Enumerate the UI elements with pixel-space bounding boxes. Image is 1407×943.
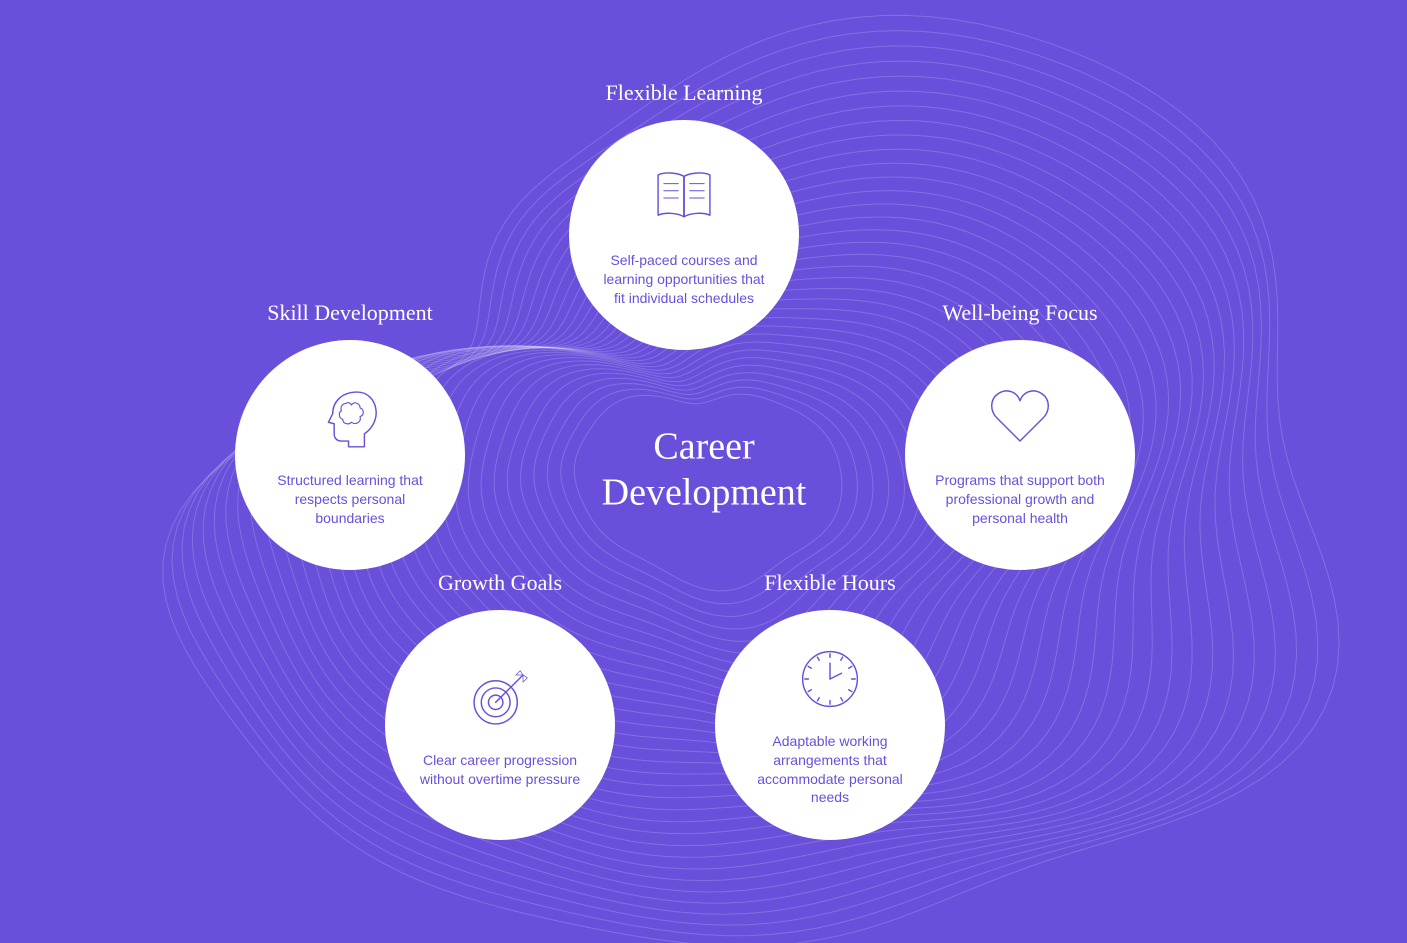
node-description: Clear career progression without overtim… xyxy=(413,751,587,789)
center-title: Career Development xyxy=(602,424,807,515)
node-circle: Clear career progression without overtim… xyxy=(385,610,615,840)
node-skill-development: Skill Development Structured learning tha… xyxy=(235,300,465,570)
node-circle: Adaptable working arrangements that acco… xyxy=(715,610,945,840)
node-circle: Programs that support both professional … xyxy=(905,340,1135,570)
node-description: Structured learning that respects person… xyxy=(263,471,437,528)
node-title: Skill Development xyxy=(267,300,433,326)
head-brain-icon xyxy=(314,382,386,459)
diagram-stage: Career Development Flexible Learning Self… xyxy=(0,0,1407,943)
node-title: Well-being Focus xyxy=(942,300,1097,326)
node-description: Self-paced courses and learning opportun… xyxy=(597,251,771,308)
node-circle: Structured learning that respects person… xyxy=(235,340,465,570)
node-description: Adaptable working arrangements that acco… xyxy=(743,732,917,808)
target-icon xyxy=(464,662,536,739)
node-flexible-learning: Flexible Learning Self-paced courses and … xyxy=(569,80,799,350)
clock-icon xyxy=(794,643,866,720)
heart-icon xyxy=(984,382,1056,459)
node-description: Programs that support both professional … xyxy=(933,471,1107,528)
node-title: Flexible Learning xyxy=(605,80,762,106)
node-title: Growth Goals xyxy=(438,570,562,596)
center-title-line1: Career xyxy=(602,424,807,470)
book-icon xyxy=(648,162,720,239)
center-title-line2: Development xyxy=(602,470,807,516)
node-title: Flexible Hours xyxy=(764,570,895,596)
node-circle: Self-paced courses and learning opportun… xyxy=(569,120,799,350)
node-well-being-focus: Well-being Focus Programs that support bo… xyxy=(905,300,1135,570)
node-flexible-hours: Flexible Hours Adaptable working arrangem… xyxy=(715,570,945,840)
node-growth-goals: Growth Goals Clear career progression wit… xyxy=(385,570,615,840)
